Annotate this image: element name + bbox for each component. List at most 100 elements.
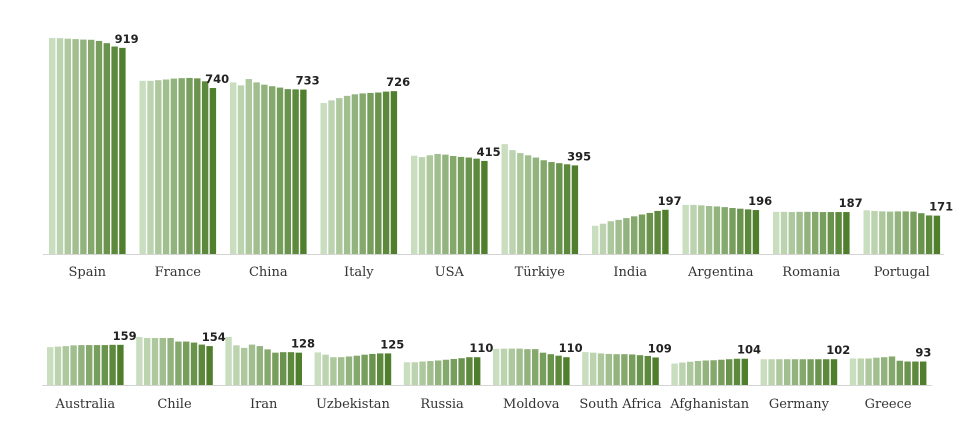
bar	[261, 84, 268, 255]
bar	[682, 204, 689, 254]
bar	[493, 348, 500, 385]
bar	[280, 352, 287, 385]
bar	[80, 39, 87, 254]
country-label: Australia	[54, 397, 115, 412]
bar	[623, 218, 630, 254]
bar	[330, 357, 337, 385]
bar	[287, 352, 295, 385]
bar	[155, 80, 162, 254]
bar	[56, 38, 64, 254]
bar	[382, 91, 390, 254]
bar	[390, 91, 398, 254]
country-group-iran: 128 Iran	[225, 337, 315, 412]
bar	[322, 354, 329, 385]
bar	[508, 348, 515, 385]
value-label: 128	[291, 337, 315, 351]
country-label: South Africa	[579, 397, 661, 412]
value-label: 102	[826, 343, 850, 357]
bar	[629, 354, 636, 385]
bar	[351, 94, 359, 254]
bar	[117, 344, 124, 385]
value-label: 109	[648, 341, 672, 355]
bar	[136, 337, 143, 385]
bar	[147, 80, 154, 254]
bar	[896, 360, 903, 385]
country-label: Uzbekistan	[316, 397, 391, 412]
country-label: Argentina	[687, 265, 754, 280]
bar	[457, 156, 465, 254]
bar	[548, 162, 555, 254]
country-group-germany: 102 Germany	[760, 343, 850, 412]
bar	[328, 100, 335, 254]
country-group-t-rkiye: 395 Türkiye	[501, 144, 591, 280]
bar	[863, 210, 870, 254]
bar	[881, 357, 888, 385]
country-group-romania: 187 Romania	[773, 196, 863, 280]
bar	[276, 87, 284, 254]
bar	[336, 98, 343, 254]
bar	[343, 95, 351, 255]
bar	[539, 352, 547, 385]
bar	[159, 338, 166, 385]
bar	[284, 89, 291, 254]
bar	[760, 359, 767, 385]
bar	[776, 359, 783, 385]
bar	[799, 359, 806, 385]
bar	[920, 361, 927, 385]
bar	[295, 352, 302, 385]
value-label: 93	[915, 346, 931, 360]
bar	[713, 206, 721, 254]
value-label: 125	[380, 337, 404, 351]
bar	[752, 210, 760, 254]
bar	[411, 155, 418, 254]
bar	[791, 359, 799, 385]
bar	[225, 337, 232, 385]
bar	[607, 221, 614, 254]
country-label: Afghanistan	[669, 397, 750, 412]
bar	[556, 163, 563, 254]
bar	[473, 158, 480, 254]
bar	[419, 361, 426, 385]
bar	[175, 341, 182, 385]
country-label: Italy	[344, 265, 374, 280]
value-label: 726	[386, 75, 410, 89]
bar	[183, 341, 190, 385]
country-label: China	[249, 265, 288, 280]
bar	[910, 211, 917, 254]
value-label: 395	[567, 149, 591, 163]
bar	[780, 211, 788, 254]
bar	[547, 354, 554, 385]
bar	[726, 359, 733, 385]
bar	[592, 225, 599, 254]
bar	[671, 363, 678, 385]
bar	[435, 360, 442, 385]
bar	[54, 346, 62, 385]
bar	[501, 144, 508, 254]
bar	[621, 354, 628, 385]
bar	[256, 346, 263, 385]
bar	[571, 165, 579, 254]
bar	[95, 40, 103, 254]
bar	[662, 209, 669, 254]
country-group-moldova: 110 Moldova	[493, 341, 583, 412]
bar	[206, 346, 213, 385]
bar	[865, 358, 872, 385]
bar	[524, 349, 531, 385]
bar	[62, 346, 69, 385]
bar	[524, 155, 532, 254]
country-label: India	[613, 265, 647, 280]
bar	[466, 357, 473, 385]
country-label: Romania	[782, 265, 840, 280]
bar	[314, 352, 321, 385]
bar	[718, 359, 725, 385]
bar	[361, 354, 368, 385]
bar	[597, 353, 605, 385]
value-label: 740	[205, 72, 229, 86]
bar	[873, 357, 880, 385]
value-label: 154	[202, 330, 226, 344]
bar	[788, 212, 795, 254]
bar	[144, 338, 151, 385]
bar	[458, 358, 465, 385]
